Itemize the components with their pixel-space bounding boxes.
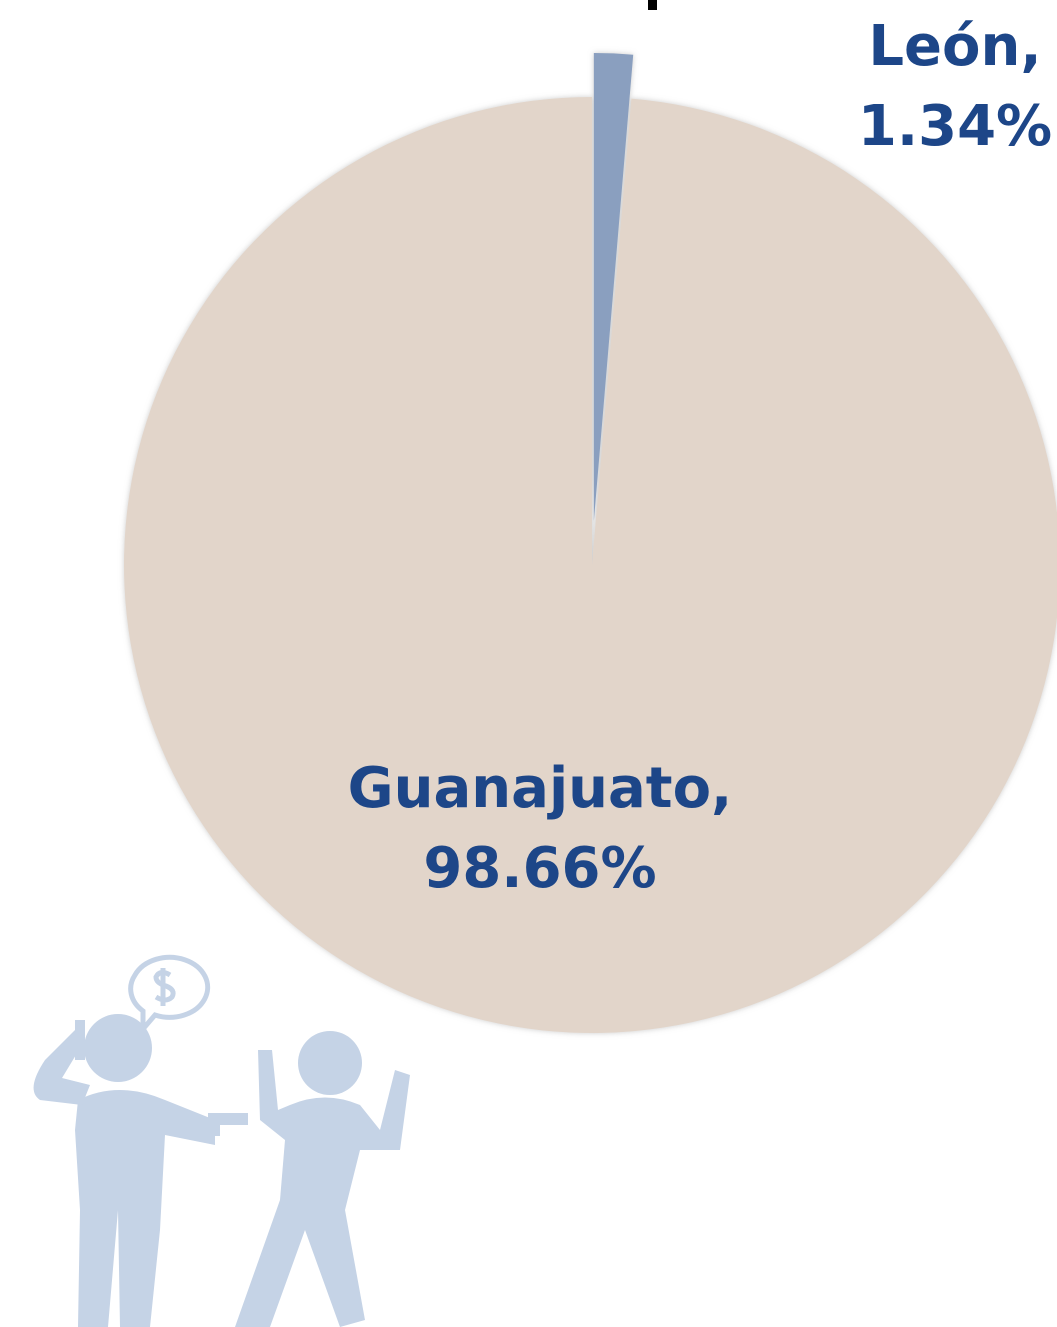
slice-label: León, — [868, 14, 1041, 79]
category-label: Guanajuato — [348, 756, 711, 821]
labels: León, 1.34% Guanajuato, 98.66% — [348, 14, 1052, 901]
value-label: 98.66% — [423, 836, 656, 901]
illustration — [33, 954, 410, 1327]
pie-slice — [593, 53, 634, 522]
cropped-mark — [648, 0, 657, 10]
category-label: León — [868, 14, 1020, 79]
label-separator: , — [711, 756, 732, 821]
value-label: 1.34% — [858, 94, 1052, 159]
slice-label: Guanajuato, — [348, 756, 733, 821]
pie-slice — [124, 97, 1057, 1033]
label-separator: , — [1020, 14, 1041, 79]
pie — [124, 53, 1057, 1033]
